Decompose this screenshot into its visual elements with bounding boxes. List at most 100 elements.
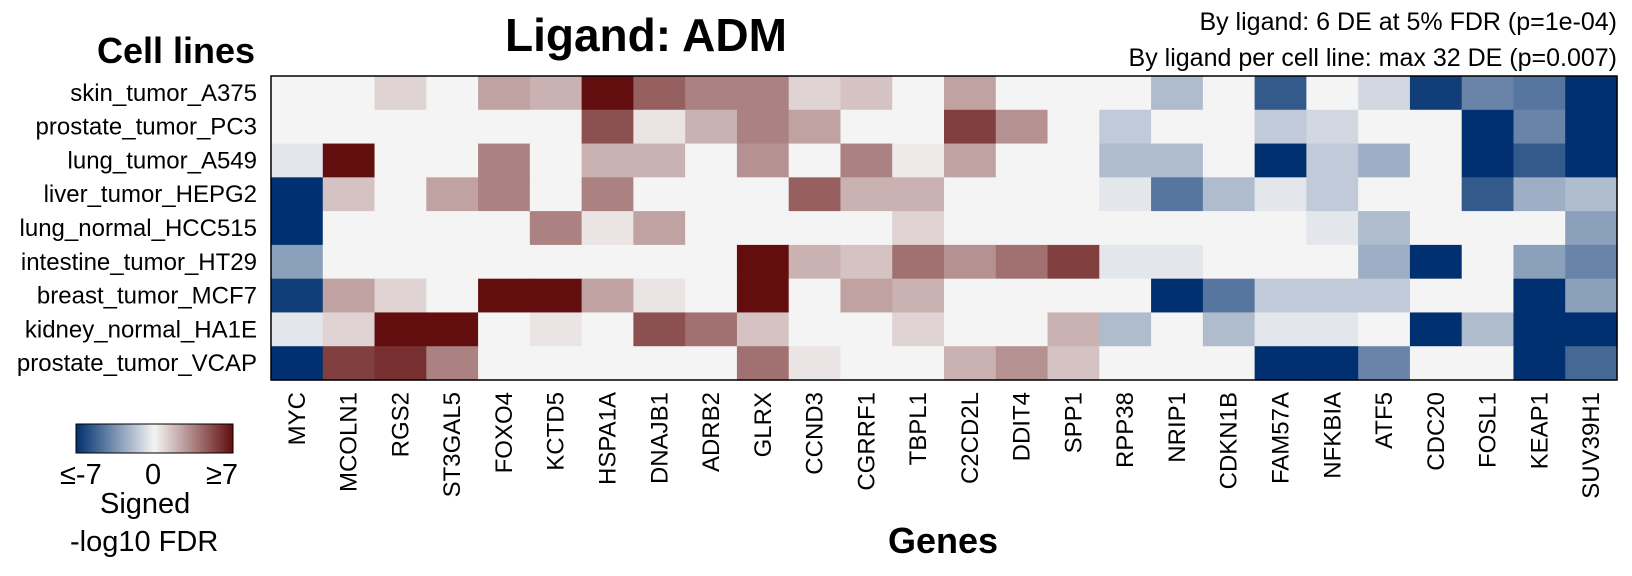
heatmap-cell <box>892 177 945 212</box>
heatmap-cell <box>685 278 738 314</box>
heatmap-cell <box>840 346 893 381</box>
heatmap-cell <box>1099 76 1152 111</box>
heatmap-cell <box>529 177 583 212</box>
heatmap-cell <box>685 109 738 145</box>
row-label: breast_tumor_MCF7 <box>37 283 257 310</box>
row-label: kidney_normal_HA1E <box>25 316 257 343</box>
heatmap-cell <box>1409 244 1463 280</box>
heatmap-cell <box>581 346 634 381</box>
heatmap-cell <box>633 76 686 111</box>
heatmap-cell <box>1254 312 1307 347</box>
heatmap-cell <box>892 278 945 314</box>
heatmap-cell <box>426 244 479 280</box>
heatmap-cell <box>1151 244 1204 280</box>
heatmap-cell <box>1099 244 1152 280</box>
heatmap-cell <box>271 346 324 381</box>
column-label: CGRRF1 <box>853 392 880 491</box>
heatmap-cell <box>944 346 997 381</box>
heatmap-cell <box>1409 177 1463 212</box>
column-label: HSPA1A <box>595 392 622 485</box>
row-label: lung_normal_HCC515 <box>20 215 257 242</box>
legend-max-label: ≥7 <box>206 459 238 491</box>
x-axis-title: Genes <box>888 520 999 561</box>
stat-annotation-by-ligand: By ligand: 6 DE at 5% FDR (p=1e-04) <box>1199 8 1617 36</box>
heatmap-cell <box>1202 312 1256 347</box>
heatmap-cell <box>1151 143 1204 178</box>
heatmap-cell <box>633 109 686 145</box>
heatmap-cell <box>1461 177 1515 212</box>
heatmap-cell <box>736 346 790 381</box>
heatmap-cell <box>1461 346 1515 381</box>
heatmap-cell <box>1254 278 1307 314</box>
heatmap-cell <box>322 244 376 280</box>
heatmap-cell <box>892 76 945 111</box>
heatmap-cell <box>788 211 842 246</box>
heatmap-cell <box>1047 346 1100 381</box>
heatmap-cell <box>840 244 893 280</box>
heatmap-cell <box>581 211 634 246</box>
heatmap-cell <box>1513 177 1566 212</box>
heatmap-cell <box>271 312 324 347</box>
heatmap-cell <box>995 346 1049 381</box>
heatmap-cell <box>1565 278 1618 314</box>
heatmap-cell <box>1513 109 1566 145</box>
heatmap-cell <box>736 244 790 280</box>
chart-title: Ligand: ADM <box>505 9 787 61</box>
heatmap-cell <box>633 177 686 212</box>
heatmap-cell <box>1099 278 1152 314</box>
heatmap-cell <box>426 143 479 178</box>
heatmap-cell <box>271 278 324 314</box>
heatmap-cell <box>1306 211 1359 246</box>
heatmap-cell <box>788 76 842 111</box>
heatmap-cell <box>892 244 945 280</box>
heatmap-cell <box>1047 143 1100 178</box>
column-label: KCTD5 <box>543 392 570 471</box>
column-label: MCOLN1 <box>336 392 363 492</box>
heatmap-cell <box>1202 346 1256 381</box>
heatmap-cell <box>736 143 790 178</box>
heatmap-cell <box>1358 312 1411 347</box>
column-label: NRIP1 <box>1164 392 1191 463</box>
heatmap-cell <box>426 346 479 381</box>
heatmap-cell <box>840 278 893 314</box>
stat-annotation-per-cell-line: By ligand per cell line: max 32 DE (p=0.… <box>1128 44 1617 72</box>
heatmap-cell <box>1151 211 1204 246</box>
heatmap-cell <box>426 312 479 347</box>
heatmap-cell <box>995 244 1049 280</box>
row-label: prostate_tumor_VCAP <box>17 350 257 377</box>
heatmap-cell <box>374 211 427 246</box>
heatmap-cell <box>892 346 945 381</box>
heatmap-cell <box>944 109 997 145</box>
heatmap-cell <box>529 143 583 178</box>
heatmap-cell <box>1513 312 1566 347</box>
plot-frame <box>270 75 1618 381</box>
heatmap-cell <box>1358 211 1411 246</box>
heatmap-cell <box>1254 177 1307 212</box>
heatmap-cell <box>1047 177 1100 212</box>
heatmap-cell <box>478 278 531 314</box>
heatmap-cell <box>788 346 842 381</box>
column-label: SPP1 <box>1060 392 1087 453</box>
heatmap-cell <box>736 312 790 347</box>
heatmap-cell <box>1358 278 1411 314</box>
heatmap-cell <box>271 177 324 212</box>
heatmap-cell <box>1254 143 1307 178</box>
y-axis-title: Cell lines <box>97 30 256 71</box>
heatmap-cell <box>1151 76 1204 111</box>
heatmap-cell <box>478 244 531 280</box>
heatmap-cell <box>529 109 583 145</box>
column-label: FOSL1 <box>1475 392 1502 468</box>
legend-min-label: ≤-7 <box>60 459 102 491</box>
heatmap-cell <box>271 76 324 111</box>
heatmap-cell <box>1099 312 1152 347</box>
heatmap-cell <box>374 278 427 314</box>
heatmap-cell <box>685 244 738 280</box>
heatmap-cell <box>322 346 376 381</box>
heatmap-cell <box>478 109 531 145</box>
column-label: TBPL1 <box>905 392 932 465</box>
heatmap-cell <box>271 211 324 246</box>
heatmap-cell <box>1202 143 1256 178</box>
heatmap-cell <box>322 177 376 212</box>
heatmap-cell <box>1099 143 1152 178</box>
